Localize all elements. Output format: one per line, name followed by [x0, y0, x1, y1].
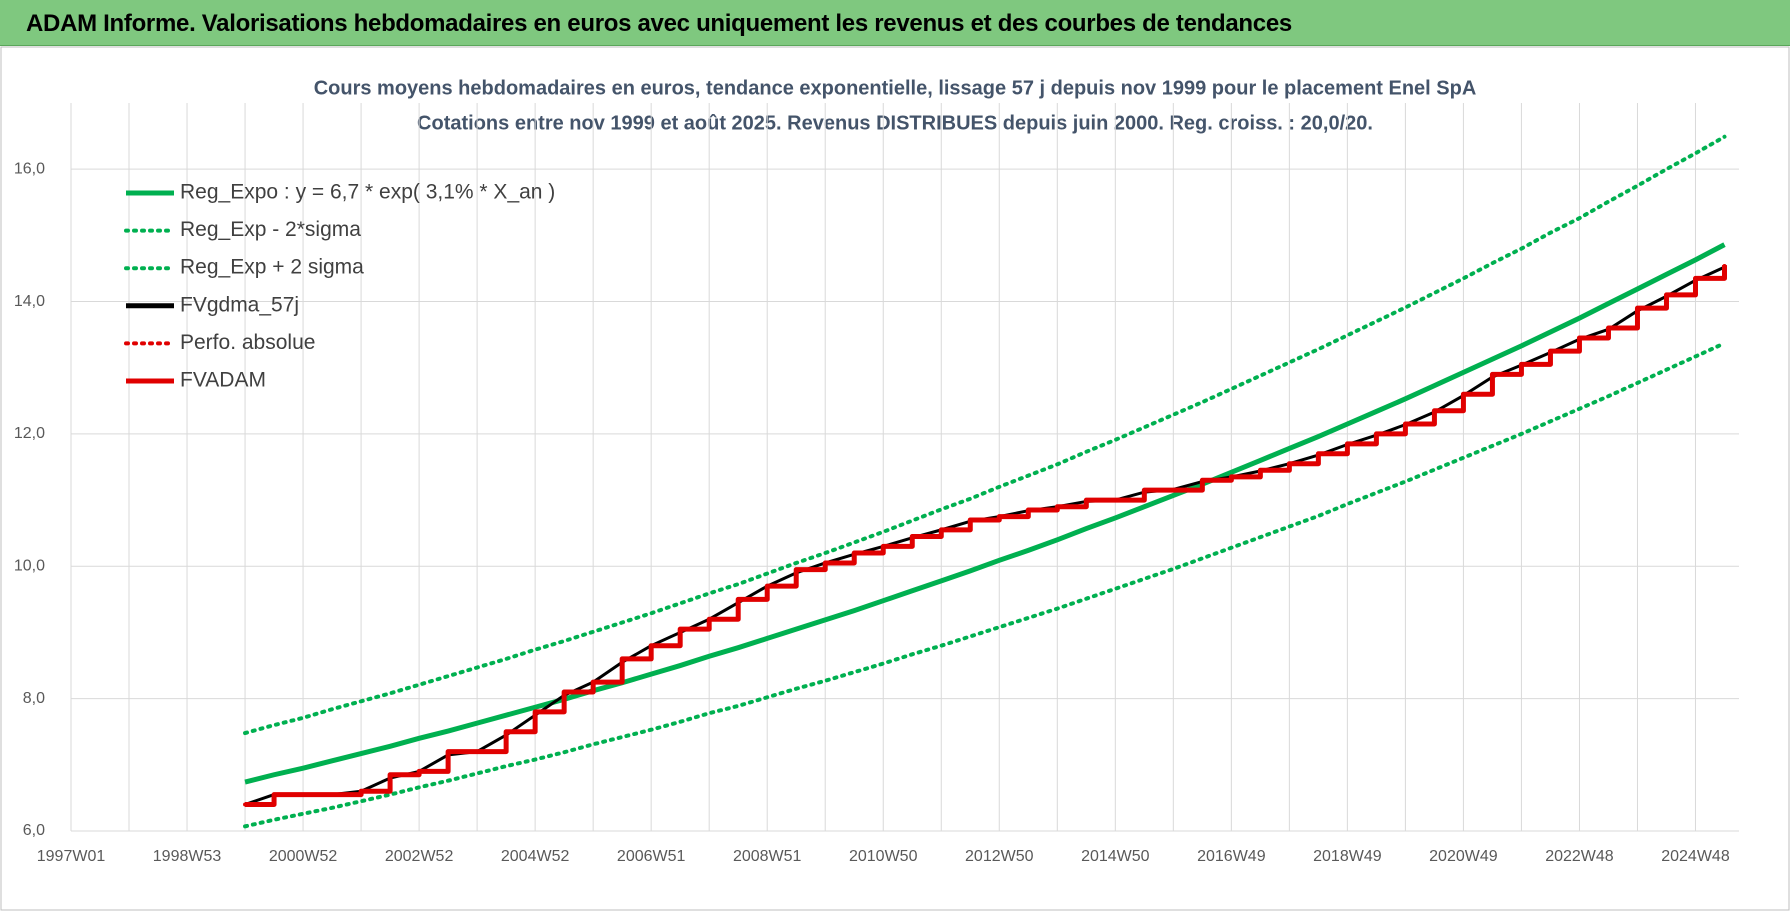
x-tick-label: 2016W49 [1197, 848, 1266, 865]
x-tick-label: 2004W52 [501, 848, 570, 865]
series-line [243, 341, 1727, 829]
header-bar: ADAM Informe. Valorisations hebdomadaire… [0, 0, 1790, 46]
x-tick-label: 2002W52 [385, 848, 454, 865]
y-tick-label: 10,0 [14, 557, 45, 574]
header-title: ADAM Informe. Valorisations hebdomadaire… [26, 10, 1292, 37]
x-tick-label: 2020W49 [1429, 848, 1498, 865]
x-tick-label: 2014W50 [1081, 848, 1150, 865]
x-tick-label: 1998W53 [153, 848, 222, 865]
x-tick-label: 2022W48 [1545, 848, 1614, 865]
legend-label: FVADAM [180, 369, 266, 392]
legend-label: FVgdma_57j [180, 293, 299, 316]
legend-label: Perfo. absolue [180, 331, 315, 354]
chart-subtitle: Cotations entre nov 1999 et août 2025. R… [417, 112, 1373, 134]
chart-title: Cours moyens hebdomadaires en euros, ten… [314, 77, 1477, 99]
y-tick-label: 6,0 [23, 822, 45, 839]
legend-label: Reg_Exp - 2*sigma [180, 218, 361, 241]
x-tick-label: 2006W51 [617, 848, 686, 865]
series-line [243, 134, 1727, 736]
y-tick-label: 16,0 [14, 160, 45, 177]
x-tick-label: 2008W51 [733, 848, 802, 865]
y-tick-label: 12,0 [14, 425, 45, 442]
x-tick-label: 2018W49 [1313, 848, 1382, 865]
series-line [245, 265, 1727, 808]
y-tick-label: 14,0 [14, 293, 45, 310]
legend-label: Reg_Expo : y = 6,7 * exp( 3,1% * X_an ) [180, 181, 555, 204]
series-line [244, 242, 1726, 785]
legend-label: Reg_Exp + 2 sigma [180, 256, 364, 279]
x-tick-label: 2000W52 [269, 848, 338, 865]
x-tick-label: 2010W50 [849, 848, 918, 865]
y-tick-label: 8,0 [23, 690, 45, 707]
chart: Cours moyens hebdomadaires en euros, ten… [0, 46, 1790, 911]
x-tick-label: 1997W01 [37, 848, 106, 865]
x-tick-label: 2012W50 [965, 848, 1034, 865]
chart-frame [0, 46, 1790, 911]
x-tick-label: 2024W48 [1661, 848, 1730, 865]
